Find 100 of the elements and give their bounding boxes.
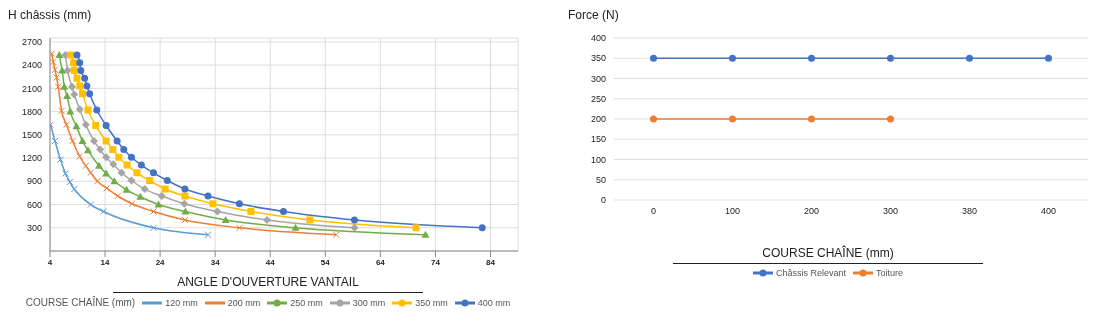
y-tick-label: 300 — [590, 73, 606, 84]
point — [86, 90, 94, 98]
legend-label: 350 mm — [415, 297, 448, 308]
point — [50, 58, 57, 66]
point — [70, 59, 78, 67]
point — [181, 185, 189, 193]
point — [70, 90, 79, 99]
point — [96, 145, 105, 154]
y-axis-title: H châssis (mm) — [8, 8, 93, 24]
point — [66, 178, 74, 186]
point — [83, 146, 92, 154]
x-tick-label: 84 — [486, 257, 496, 267]
point — [78, 90, 86, 98]
point — [93, 106, 101, 114]
legend-title: COURSE CHAÎNE (mm) — [25, 297, 136, 308]
point — [90, 137, 99, 146]
x-tick-label: 14 — [100, 257, 111, 267]
x-tick-label: 400 — [1040, 206, 1057, 217]
point — [247, 208, 255, 215]
point — [67, 51, 75, 59]
y-tick-label: 1500 — [21, 130, 42, 141]
point — [60, 82, 69, 90]
point — [58, 107, 66, 115]
point — [99, 208, 107, 215]
point — [103, 184, 111, 192]
x-tick-label: 100 — [724, 206, 741, 217]
point — [72, 122, 81, 130]
point — [70, 185, 78, 193]
y-tick-label: 300 — [26, 222, 42, 233]
point — [117, 168, 126, 177]
point — [157, 192, 166, 201]
x-tick-label: 64 — [375, 257, 386, 267]
point — [63, 92, 72, 100]
legend-label: 400 mm — [477, 297, 511, 308]
legend-label: 250 mm — [290, 297, 323, 308]
point — [77, 67, 85, 75]
y-tick-label: 400 — [590, 33, 606, 44]
y-tick-label: 2700 — [21, 37, 42, 48]
point — [109, 146, 117, 154]
point — [53, 74, 61, 81]
point — [421, 230, 430, 238]
point — [50, 49, 56, 57]
point — [136, 192, 145, 200]
point — [150, 169, 158, 177]
point — [350, 223, 359, 232]
point — [137, 161, 145, 169]
point — [78, 137, 87, 145]
point — [110, 177, 119, 185]
point — [133, 169, 141, 177]
x-tick-label: 300 — [882, 206, 899, 217]
y-tick-label: 2100 — [21, 83, 42, 94]
point — [128, 200, 136, 208]
point — [58, 66, 67, 74]
point — [55, 51, 64, 59]
point — [95, 161, 103, 169]
point — [82, 162, 90, 170]
point — [87, 201, 95, 209]
y-tick-label: 0 — [600, 195, 606, 206]
legend-label: Toiture — [876, 268, 904, 278]
point — [154, 200, 163, 208]
x-tick-label: 24 — [155, 257, 166, 267]
point — [127, 153, 135, 161]
point — [306, 216, 314, 224]
point — [213, 207, 222, 216]
point — [81, 120, 90, 129]
x-tick-label: 54 — [320, 257, 331, 267]
x-tick-label: 34 — [210, 257, 221, 267]
x-tick-label: 0 — [650, 206, 657, 217]
point — [204, 192, 212, 200]
point — [123, 161, 131, 169]
x-tick-label: 44 — [265, 257, 276, 267]
legend-label: Châssis Relevant — [775, 268, 846, 278]
point — [102, 137, 110, 145]
point — [209, 200, 217, 208]
point — [235, 224, 243, 232]
point — [73, 51, 81, 59]
point — [51, 66, 59, 74]
point — [412, 224, 420, 232]
y-tick-label: 150 — [590, 134, 606, 145]
point — [127, 176, 136, 185]
point — [181, 216, 189, 224]
point — [146, 177, 154, 185]
point — [76, 153, 84, 161]
x-axis-title: ANGLE D'OUVERTURE VANTAIL — [113, 275, 423, 293]
point — [235, 200, 243, 208]
point — [69, 137, 77, 145]
point — [114, 192, 122, 200]
y-tick-label: 2400 — [21, 60, 42, 71]
point — [75, 105, 84, 114]
legend-label: 300 mm — [352, 297, 386, 308]
point — [84, 106, 92, 114]
point — [102, 122, 110, 130]
y-tick-label: 900 — [26, 176, 42, 187]
y-tick-label: 600 — [26, 199, 42, 210]
point — [76, 59, 84, 67]
y-tick-label: 250 — [590, 93, 606, 104]
point — [161, 185, 169, 193]
y-tick-label: 100 — [590, 154, 606, 165]
point — [92, 122, 100, 130]
point — [102, 169, 111, 177]
